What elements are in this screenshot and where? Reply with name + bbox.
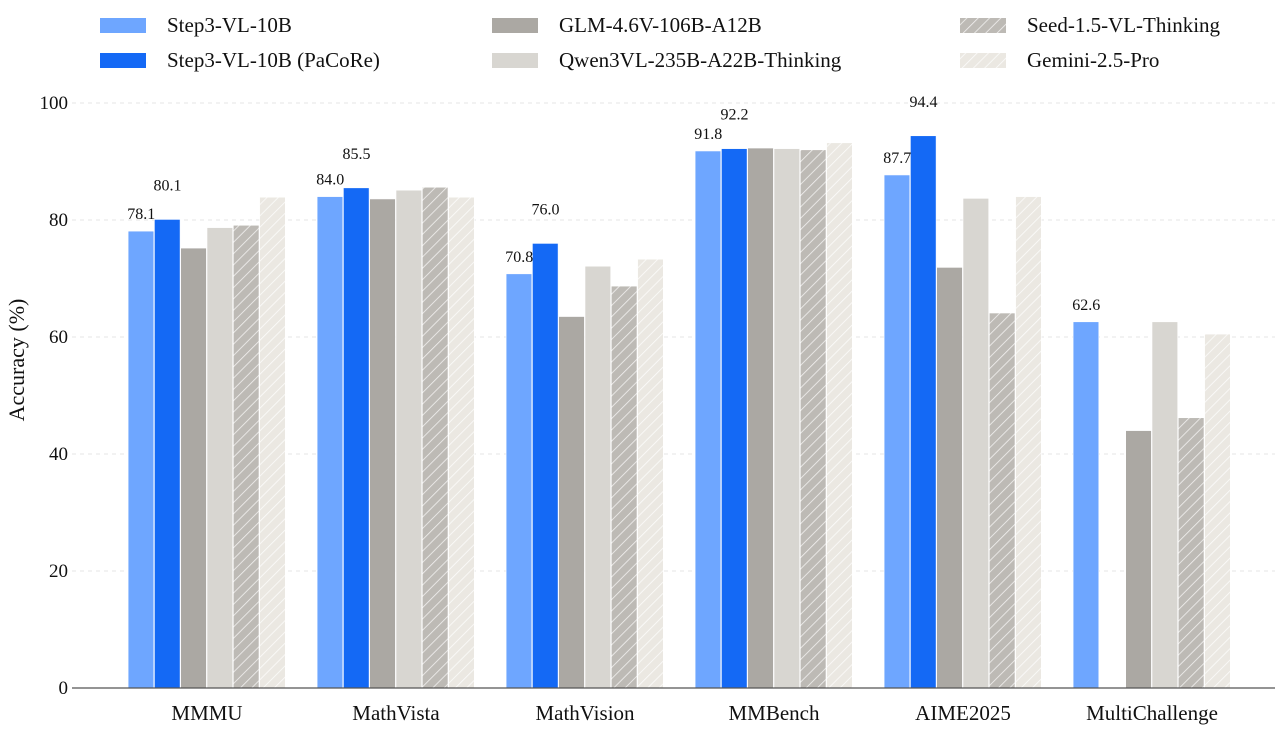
- data-label: 70.8: [505, 249, 533, 266]
- data-label: 91.8: [694, 126, 722, 143]
- bar: [505, 273, 533, 689]
- bar: [637, 258, 664, 689]
- bar: [1151, 321, 1179, 689]
- bar: [180, 247, 207, 689]
- bar: [532, 243, 559, 689]
- bar: [448, 196, 475, 689]
- data-label: 84.0: [316, 172, 344, 189]
- legend-label: Step3-VL-10B: [167, 13, 292, 37]
- bar: [421, 186, 449, 689]
- data-label: 80.1: [154, 177, 182, 194]
- bar: [883, 174, 911, 689]
- legend-swatch: [492, 53, 538, 68]
- bar: [1072, 321, 1100, 689]
- bar: [962, 198, 990, 689]
- data-label: 94.4: [910, 94, 938, 111]
- bar: [1125, 430, 1152, 689]
- y-tick-label: 80: [49, 210, 68, 231]
- bar: [1015, 196, 1042, 689]
- bar: [259, 196, 286, 689]
- legend: Step3-VL-10B Step3-VL-10B (PaCoRe) GLM-4.6…: [100, 13, 1221, 72]
- bar: [826, 142, 853, 689]
- x-tick-label: AIME2025: [915, 701, 1011, 725]
- bars: [127, 135, 1231, 689]
- bar: [694, 150, 722, 689]
- data-label: 92.2: [721, 107, 749, 124]
- y-tick-label: 20: [49, 561, 68, 582]
- legend-label: Seed-1.5-VL-Thinking: [1027, 13, 1221, 37]
- bar: [799, 149, 827, 689]
- data-label: 78.1: [127, 206, 155, 223]
- legend-swatch: [100, 53, 146, 68]
- y-axis-label: Accuracy (%): [4, 299, 29, 422]
- data-label: 85.5: [343, 146, 371, 163]
- bar: [233, 224, 260, 689]
- data-label: 87.7: [883, 150, 911, 167]
- legend-swatch: [492, 18, 538, 33]
- data-labels: 78.1 84.0 70.8 91.8 87.7 62.6 80.1 85.5 76.0 92.2…: [127, 94, 1100, 314]
- bar: [1178, 417, 1205, 689]
- bar: [206, 227, 234, 689]
- legend-swatch: [960, 18, 1006, 33]
- x-tick-label: MathVista: [352, 701, 440, 725]
- bar: [154, 219, 181, 689]
- legend-swatch: [100, 18, 146, 33]
- bar: [910, 135, 937, 689]
- bar: [343, 187, 370, 689]
- legend-swatch: [960, 53, 1006, 68]
- bar: [584, 265, 612, 689]
- y-tick-label: 0: [59, 678, 69, 699]
- y-tick-label: 100: [40, 93, 69, 114]
- bar: [721, 148, 748, 689]
- legend-label: Qwen3VL-235B-A22B-Thinking: [559, 48, 842, 72]
- bar: [988, 312, 1016, 689]
- x-tick-label: MathVision: [535, 701, 635, 725]
- axes: 0 20 40 60 80 100 MMMU MathVista MathVision MMBen…: [40, 93, 1275, 725]
- x-tick-label: MultiChallenge: [1086, 701, 1218, 725]
- x-tick-label: MMBench: [729, 701, 820, 725]
- bar: [747, 147, 774, 689]
- bar: [395, 189, 423, 689]
- data-label: 76.0: [532, 201, 560, 218]
- legend-label: Step3-VL-10B (PaCoRe): [167, 48, 380, 72]
- bar: [1204, 333, 1231, 689]
- bar: [610, 285, 638, 689]
- bar: [558, 316, 585, 689]
- x-tick-label: MMMU: [171, 701, 242, 725]
- bar: [316, 196, 344, 689]
- y-tick-label: 40: [49, 444, 68, 465]
- legend-label: Gemini-2.5-Pro: [1027, 48, 1159, 72]
- y-tick-label: 60: [49, 327, 68, 348]
- bar: [369, 198, 396, 689]
- bar: [127, 230, 155, 689]
- legend-label: GLM-4.6V-106B-A12B: [559, 13, 762, 37]
- bar: [936, 267, 963, 689]
- data-label: 62.6: [1072, 297, 1100, 314]
- bar: [773, 148, 801, 689]
